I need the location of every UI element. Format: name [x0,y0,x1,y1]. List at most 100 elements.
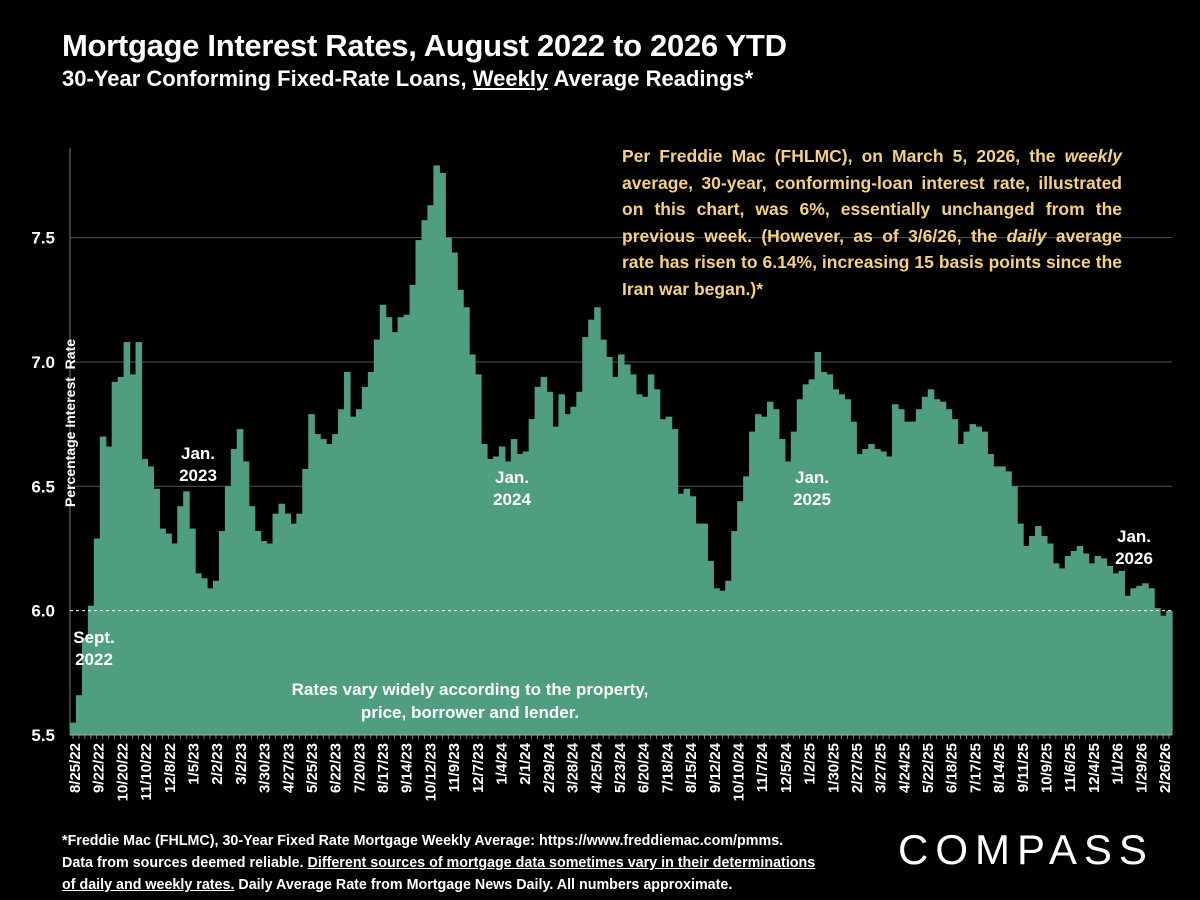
bar-week [1082,553,1090,735]
bar-week [766,401,774,735]
bar-week [1023,545,1030,735]
x-tick-label: 2/1/24 [517,742,534,784]
bar-week [522,451,530,735]
footer-underlined: of daily and weekly rates. [62,877,235,893]
bar-week [868,444,875,735]
bar-week [296,513,303,735]
bar-week [862,448,869,735]
bar-week [308,414,315,735]
bar-week [731,531,738,735]
bar-week [433,165,440,736]
bar-week [135,342,143,735]
bar-week [105,446,113,735]
bar-week [302,468,309,735]
bar-week [486,458,494,735]
bar-week [1058,568,1066,735]
x-tick-label: 9/11/25 [1015,743,1032,792]
x-tick-label: 4/27/23 [280,743,297,793]
bar-week [790,431,798,735]
annotation-italic: daily [1006,225,1047,246]
subtitle-underlined: Weekly [472,66,549,91]
bar-week [671,429,679,735]
bar-week [540,376,548,735]
bar-week [111,381,119,735]
bar-week [909,421,917,735]
bar-week [123,342,131,735]
bar-week [564,414,571,735]
x-tick-label: 5/25/23 [304,743,321,793]
bar-week [975,426,982,735]
bar-week [713,588,720,735]
x-tick-label: 4/25/24 [588,742,605,793]
bar-week [826,374,834,735]
x-tick-label: 9/12/24 [707,742,724,793]
bar-week [1142,583,1149,735]
bar-week [641,396,649,735]
bar-week [338,409,345,735]
bar-week [969,424,977,735]
bar-week [153,488,160,735]
y-tick-label: 6.0 [31,602,55,621]
bar-week [689,496,697,735]
bar-week [248,506,256,735]
annotation-text: average rate has risen to 6.14%, increas… [622,225,1122,299]
chart-subtitle: 30-Year Conforming Fixed-Rate Loans, Wee… [62,66,753,92]
bar-week [594,307,601,735]
bar-week [820,371,828,735]
bar-week [749,431,756,735]
bar-week [332,434,339,735]
annotation-text: average, 30-year, conforming-loan intere… [622,172,1122,246]
bar-week [552,426,560,735]
bar-week [451,252,458,735]
x-tick-label: 1/1/26 [1110,743,1127,785]
bar-week [87,605,95,735]
bar-week [171,543,178,735]
bar-week [1118,570,1125,735]
label-sept-2022: Sept. 2022 [73,628,115,669]
bar-week [719,590,726,735]
bar-week [81,638,89,735]
bar-week [963,431,971,735]
bar-week [743,476,750,735]
bar-week [933,399,941,735]
y-axis-label: Percentage Interest Rate [62,338,79,508]
bar-week [838,394,845,735]
bar-week [647,374,655,735]
bar-week [582,337,589,735]
bar-week [874,448,881,735]
bar-week [1046,543,1054,735]
bar-week [379,304,387,735]
bar-week [457,289,464,735]
bar-week [886,456,893,735]
bar-week [349,416,357,735]
label-jan-2024: Jan. 2024 [493,468,531,509]
x-tick-label: 9/14/23 [399,743,416,793]
bar-week [99,436,107,735]
x-tick-label: 7/20/23 [351,743,368,793]
bar-week [677,493,685,735]
x-tick-label: 8/17/23 [375,743,392,793]
bar-week [373,339,381,735]
bar-week [147,466,154,735]
x-tick-label: 12/7/23 [470,743,487,793]
bar-week [701,523,708,735]
bar-week [391,332,399,735]
bar-week [117,376,125,735]
bar-week [409,284,417,735]
x-tick-label: 1/4/24 [494,742,511,784]
bar-week [612,376,619,735]
bar-week [760,416,768,735]
bar-week [218,531,226,735]
x-tick-label: 6/18/25 [944,743,961,793]
bar-week [326,444,333,735]
bar-week [159,528,166,735]
bar-week [469,354,476,735]
bar-week [1029,536,1036,735]
bar-week [254,531,262,735]
subtitle-text: 30-Year Conforming Fixed-Rate Loans, [62,66,473,91]
bar-week [230,448,238,735]
bar-week [242,461,250,735]
y-tick-label: 6.5 [31,477,55,496]
bar-week [504,461,512,735]
bar-week [1005,471,1012,735]
